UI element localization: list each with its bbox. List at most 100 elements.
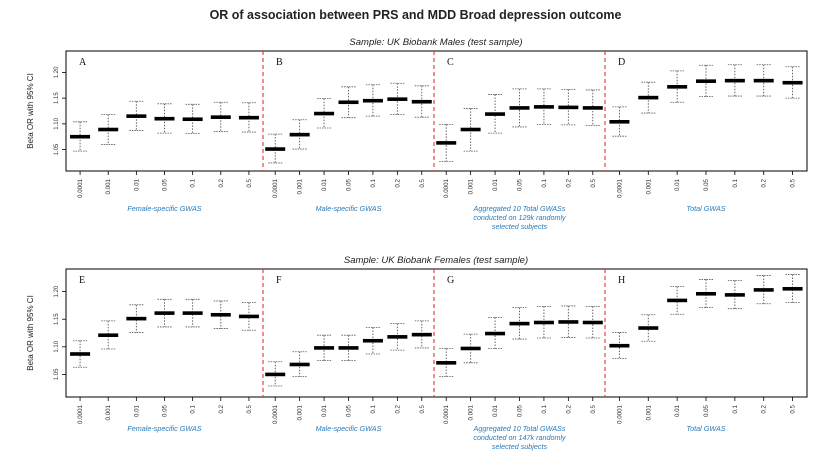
y-tick-label: 1.20: [54, 66, 60, 78]
sample-title: Sample: UK Biobank Females (test sample): [344, 255, 528, 266]
or-point: [753, 288, 774, 292]
y-axis-label: Beta OR with 95% CI: [26, 295, 35, 371]
or-point: [265, 147, 286, 151]
or-point: [338, 100, 359, 105]
y-tick-label: 1.15: [54, 92, 60, 104]
x-tick-label: 0.2: [394, 404, 401, 413]
sample-title: Sample: UK Biobank Males (test sample): [349, 37, 522, 48]
or-point: [533, 320, 554, 325]
y-axis-label: Beta OR with 95% CI: [26, 73, 35, 149]
or-point: [265, 372, 286, 377]
or-point: [238, 115, 259, 120]
or-point: [338, 346, 359, 350]
or-point: [314, 111, 335, 116]
panel-letter: C: [447, 57, 454, 68]
y-tick-label: 1.10: [54, 340, 60, 352]
x-tick-label: 0.001: [645, 404, 652, 420]
panel-letter: B: [276, 57, 283, 68]
x-tick-label: 0.5: [246, 404, 253, 413]
x-tick-label: 0.0001: [272, 178, 279, 197]
x-tick-label: 0.5: [590, 404, 597, 413]
or-point: [154, 311, 175, 315]
x-tick-label: 0.05: [517, 404, 524, 417]
x-tick-label: 0.2: [761, 178, 768, 187]
group-label: Male-specific GWAS: [316, 204, 382, 213]
x-tick-label: 0.01: [133, 404, 140, 417]
y-tick-label: 1.15: [54, 313, 60, 325]
x-tick-label: 0.1: [541, 404, 548, 413]
x-tick-label: 0.0001: [272, 404, 279, 423]
or-point: [126, 316, 147, 321]
or-point: [582, 106, 603, 110]
x-tick-label: 0.0001: [77, 178, 84, 197]
x-tick-label: 0.05: [346, 404, 353, 417]
or-point: [154, 116, 175, 121]
x-tick-label: 0.2: [218, 178, 225, 187]
y-tick-label: 1.20: [54, 285, 60, 297]
or-point: [70, 134, 91, 139]
or-point: [70, 352, 91, 356]
or-point: [210, 312, 231, 317]
x-tick-label: 0.01: [133, 178, 140, 191]
or-point: [485, 112, 506, 116]
x-tick-label: 0.05: [517, 178, 524, 191]
or-point: [314, 346, 335, 350]
or-point: [609, 120, 630, 124]
x-tick-label: 0.1: [370, 178, 377, 187]
x-tick-label: 0.001: [297, 404, 304, 420]
or-point: [436, 141, 457, 145]
x-tick-label: 0.01: [674, 178, 681, 191]
x-tick-label: 0.001: [468, 404, 475, 420]
x-tick-label: 0.001: [645, 178, 652, 194]
or-point: [210, 115, 231, 119]
group-label: Aggregated 10 Total GWASs: [473, 424, 566, 433]
x-tick-label: 0.001: [468, 178, 475, 194]
x-tick-label: 0.0001: [616, 178, 623, 197]
x-tick-label: 0.1: [190, 178, 197, 187]
x-tick-label: 0.1: [732, 404, 739, 413]
x-tick-label: 0.5: [790, 404, 797, 413]
or-point: [485, 331, 506, 336]
or-point: [533, 105, 554, 109]
or-point: [98, 333, 119, 338]
x-tick-label: 0.2: [565, 178, 572, 187]
x-tick-label: 0.05: [162, 178, 169, 191]
or-point: [724, 78, 745, 83]
or-point: [98, 127, 119, 132]
x-tick-label: 0.001: [105, 178, 112, 194]
x-tick-label: 0.001: [105, 404, 112, 420]
x-tick-label: 0.01: [674, 404, 681, 417]
group-label: Male-specific GWAS: [316, 424, 382, 433]
x-tick-label: 0.01: [492, 404, 499, 417]
or-point: [724, 293, 745, 297]
y-tick-label: 1.10: [54, 117, 60, 129]
or-point: [460, 346, 481, 351]
x-tick-label: 0.2: [761, 404, 768, 413]
x-tick-label: 0.0001: [443, 404, 450, 423]
x-tick-label: 0.2: [394, 178, 401, 187]
or-point: [638, 95, 659, 100]
or-point: [289, 132, 310, 137]
or-point: [411, 332, 432, 337]
or-point: [387, 97, 408, 101]
y-tick-label: 1.05: [54, 368, 60, 380]
group-label: selected subjects: [492, 442, 548, 451]
x-tick-label: 0.5: [790, 178, 797, 187]
or-point: [126, 114, 147, 118]
group-label: selected subjects: [492, 222, 548, 231]
or-point: [411, 99, 432, 104]
or-point: [558, 105, 579, 110]
group-label: Female-specific GWAS: [127, 204, 201, 213]
x-tick-label: 0.01: [321, 178, 328, 191]
or-point: [667, 298, 688, 303]
or-point: [582, 320, 603, 325]
panel-letter: F: [276, 275, 282, 286]
chart-panel-1: Sample: UK Biobank Males (test sample) Be…: [26, 37, 808, 231]
x-tick-label: 0.05: [703, 404, 710, 417]
group-label: conducted on 129k randomly: [473, 213, 566, 222]
panel-letter: H: [618, 275, 625, 286]
x-tick-label: 0.2: [218, 404, 225, 413]
x-tick-label: 0.05: [703, 178, 710, 191]
or-point: [182, 117, 203, 122]
